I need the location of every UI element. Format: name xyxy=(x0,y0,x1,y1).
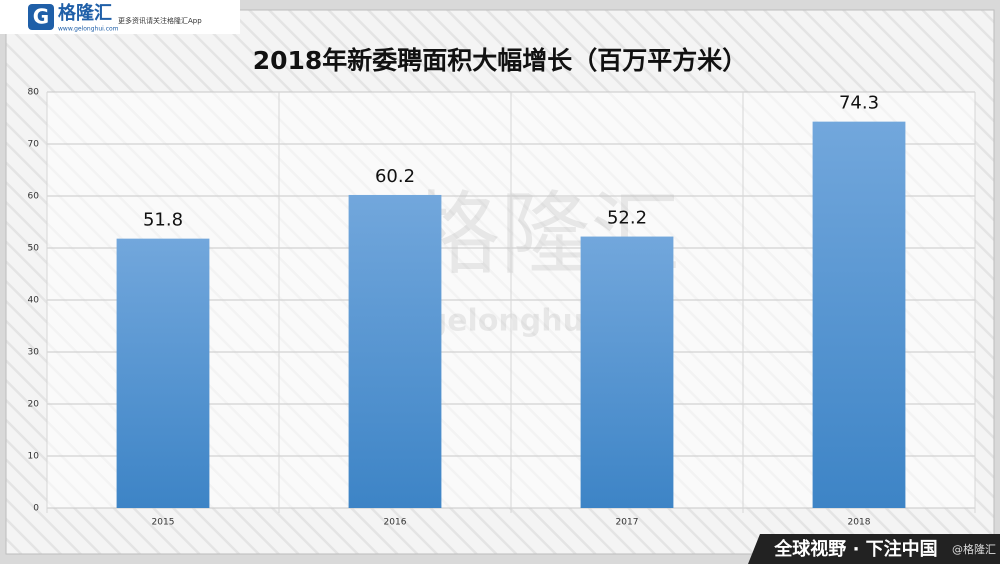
bar xyxy=(116,238,210,508)
y-tick-label: 80 xyxy=(28,88,40,98)
y-tick-label: 30 xyxy=(28,348,40,358)
bar xyxy=(348,194,442,508)
logo-g: G xyxy=(33,5,49,29)
y-tick-label: 70 xyxy=(28,140,40,150)
footer-slogan: 全球视野 · 下注中国 xyxy=(773,538,937,560)
x-tick-label: 2018 xyxy=(848,518,871,528)
header-slogan: 更多资讯请关注格隆汇App xyxy=(118,16,202,25)
data-label: 74.3 xyxy=(839,93,879,114)
y-tick-label: 10 xyxy=(28,452,40,462)
x-tick-label: 2016 xyxy=(384,518,407,528)
y-tick-label: 60 xyxy=(28,192,40,202)
chart-title: 2018年新委聘面积大幅增长（百万平方米） xyxy=(253,46,748,75)
data-label: 52.2 xyxy=(607,208,647,229)
footer-handle: @格隆汇 xyxy=(952,542,996,556)
logo: G 格隆汇 www.gelonghui.com 更多资讯请关注格隆汇App xyxy=(0,0,240,34)
data-label: 51.8 xyxy=(143,210,183,231)
x-tick-label: 2015 xyxy=(152,518,175,528)
logo-text: 格隆汇 xyxy=(58,2,112,24)
logo-url: www.gelonghui.com xyxy=(58,26,119,33)
y-tick-label: 0 xyxy=(33,504,39,514)
logo-icon xyxy=(28,4,54,30)
y-tick-label: 40 xyxy=(28,296,40,306)
watermark: gelonghui xyxy=(426,304,595,339)
y-tick-label: 20 xyxy=(28,400,40,410)
data-label: 60.2 xyxy=(375,166,415,187)
footer-band xyxy=(748,534,1000,564)
bar xyxy=(580,236,674,508)
plot: 0 10 20 30 40 50 60 70 80 2015 51.8 2016 60.2 2017 52.… xyxy=(28,88,976,528)
bar xyxy=(812,121,906,508)
x-tick-label: 2017 xyxy=(616,518,639,528)
y-tick-label: 50 xyxy=(28,244,40,254)
